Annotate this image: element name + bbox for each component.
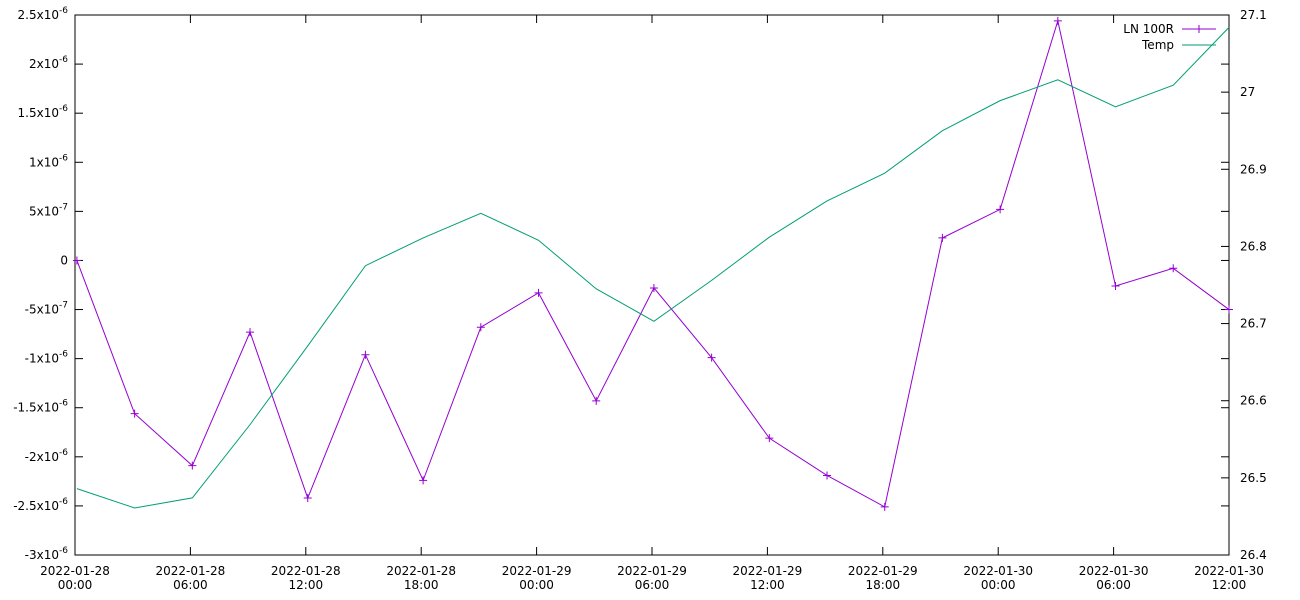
x-tick-label: 2022-01-29 06:00: [617, 564, 687, 592]
y-tick-label: -1x10-6: [25, 350, 69, 366]
point-marker: [130, 409, 139, 418]
point-marker: [303, 494, 312, 503]
point-marker: [765, 434, 774, 443]
y-tick-exponent: -6: [59, 399, 68, 409]
x-tick-label: 2022-01-30 00:00: [963, 564, 1033, 592]
point-marker: [938, 233, 947, 242]
point-marker: [534, 288, 543, 297]
x-tick-label: 2022-01-28 18:00: [386, 564, 456, 592]
y-tick-exponent: -6: [59, 153, 68, 163]
point-marker: [476, 323, 485, 332]
point-marker: [823, 471, 832, 480]
y-tick-exponent: -6: [59, 104, 68, 114]
y-tick-label: -5x10-7: [25, 301, 68, 317]
y2-tick-label: 26.8: [1240, 239, 1267, 253]
legend-marker: [1195, 25, 1203, 33]
y2-tick-label: 26.9: [1240, 162, 1267, 176]
y-tick-exponent: -7: [59, 301, 68, 311]
y-tick-base: -2x10: [25, 450, 59, 464]
point-marker: [1169, 264, 1178, 273]
y-tick-exponent: -6: [59, 6, 68, 16]
y-tick-label: 2.5x10-6: [18, 6, 69, 22]
x-tick-label: 2022-01-29 18:00: [848, 564, 918, 592]
y-tick-base: -5x10: [25, 303, 59, 317]
point-marker: [1111, 281, 1120, 290]
point-marker: [880, 502, 889, 511]
point-marker: [419, 476, 428, 485]
x-tick-label: 2022-01-28 00:00: [40, 564, 110, 592]
point-marker: [361, 350, 370, 359]
point-marker: [188, 461, 197, 470]
x-tick-label: 2022-01-29 00:00: [502, 564, 572, 592]
y2-tick-label: 26.5: [1240, 471, 1267, 485]
y-tick-base: -2.5x10: [13, 499, 59, 513]
y-tick-exponent: -6: [59, 350, 68, 360]
x-tick-label: 2022-01-28 12:00: [271, 564, 341, 592]
y2-tick-label: 26.6: [1240, 394, 1267, 408]
x-tick-label: 2022-01-29 12:00: [733, 564, 803, 592]
y-tick-base: -1.5x10: [13, 401, 59, 415]
y2-tick-label: 26.4: [1240, 548, 1267, 562]
series-line: [76, 18, 1230, 508]
y-tick-base: -1x10: [25, 352, 59, 366]
x-tick-label: 2022-01-30 06:00: [1079, 564, 1149, 592]
point-marker: [1225, 305, 1233, 314]
y-tick-label: -2.5x10-6: [13, 497, 68, 513]
y-tick-exponent: -6: [59, 546, 68, 556]
y-tick-base: 2x10: [29, 57, 59, 71]
x-tick-label: 2022-01-30 12:00: [1194, 564, 1264, 592]
y-tick-label: -2x10-6: [25, 448, 69, 464]
point-marker: [72, 256, 81, 265]
y-tick-exponent: -6: [59, 55, 68, 65]
y2-tick-label: 27: [1240, 85, 1255, 99]
y2-tick-label: 26.7: [1240, 317, 1267, 331]
y-tick-label: 0: [60, 253, 68, 267]
y-tick-exponent: -7: [59, 202, 68, 212]
y2-tick-label: 27.1: [1240, 8, 1267, 22]
y-tick-label: 1x10-6: [29, 153, 68, 169]
y-tick-label: 5x10-7: [29, 202, 68, 218]
point-marker: [649, 283, 658, 292]
y-tick-base: 1x10: [29, 155, 59, 169]
plot-border: [74, 14, 1230, 556]
y-tick-label: 2x10-6: [29, 55, 68, 71]
y-tick-base: 5x10: [29, 204, 59, 218]
y-tick-base: 1.5x10: [18, 106, 59, 120]
point-marker: [996, 205, 1005, 214]
series-line: [76, 26, 1230, 509]
y-tick-label: -3x10-6: [25, 546, 69, 562]
point-marker: [592, 396, 601, 405]
y-tick-exponent: -6: [59, 497, 68, 507]
y-tick-exponent: -6: [59, 448, 68, 458]
x-tick-label: 2022-01-28 06:00: [156, 564, 226, 592]
legend-label: Temp: [1141, 38, 1174, 52]
y-tick-label: -1.5x10-6: [13, 399, 68, 415]
legend-label: LN 100R: [1123, 22, 1174, 36]
point-marker: [246, 328, 255, 337]
y-tick-base: 2.5x10: [18, 8, 59, 22]
point-marker: [1053, 16, 1062, 25]
y-tick-base: -3x10: [25, 548, 59, 562]
y-tick-label: 1.5x10-6: [18, 104, 69, 120]
point-marker: [707, 353, 716, 362]
